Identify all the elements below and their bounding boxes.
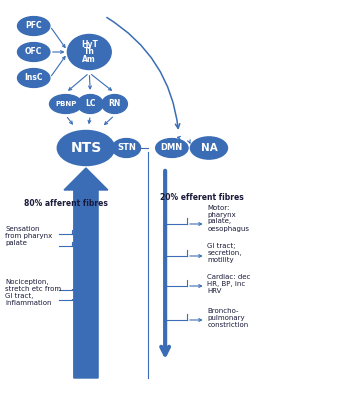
FancyArrow shape <box>64 168 108 378</box>
Ellipse shape <box>18 68 50 88</box>
Ellipse shape <box>112 138 141 158</box>
Ellipse shape <box>190 137 227 159</box>
Ellipse shape <box>50 94 82 114</box>
Text: LC: LC <box>85 100 96 108</box>
Text: NA: NA <box>201 143 217 153</box>
Text: STN: STN <box>117 144 136 152</box>
Text: 80% afferent fibres: 80% afferent fibres <box>24 200 108 208</box>
Text: RN: RN <box>109 100 121 108</box>
Ellipse shape <box>78 94 103 114</box>
Ellipse shape <box>102 94 127 114</box>
Ellipse shape <box>18 16 50 36</box>
Text: DMN: DMN <box>161 144 183 152</box>
Ellipse shape <box>18 42 50 62</box>
Text: Cardiac: dec
HR, BP, inc
HRV: Cardiac: dec HR, BP, inc HRV <box>207 274 251 294</box>
Ellipse shape <box>57 130 115 166</box>
Text: Sensation
from pharynx
palate: Sensation from pharynx palate <box>5 226 52 246</box>
Text: NTS: NTS <box>70 141 101 155</box>
Text: InsC: InsC <box>25 74 43 82</box>
Text: PFC: PFC <box>25 22 42 30</box>
Text: OFC: OFC <box>25 48 42 56</box>
Text: 20% efferent fibres: 20% efferent fibres <box>160 194 244 202</box>
Text: GI tract;
secretion,
motility: GI tract; secretion, motility <box>207 243 242 263</box>
Text: HyT
Th
Am: HyT Th Am <box>81 40 98 64</box>
Text: Broncho-
pulmonary
constriction: Broncho- pulmonary constriction <box>207 308 248 328</box>
Text: Motor:
pharynx
palate,
oesophagus: Motor: pharynx palate, oesophagus <box>207 204 249 232</box>
Text: PBNP: PBNP <box>55 101 76 107</box>
Text: Nociception,
stretch etc from
GI tract,
inflammation: Nociception, stretch etc from GI tract, … <box>5 279 61 306</box>
Ellipse shape <box>67 34 111 70</box>
Ellipse shape <box>156 138 188 158</box>
